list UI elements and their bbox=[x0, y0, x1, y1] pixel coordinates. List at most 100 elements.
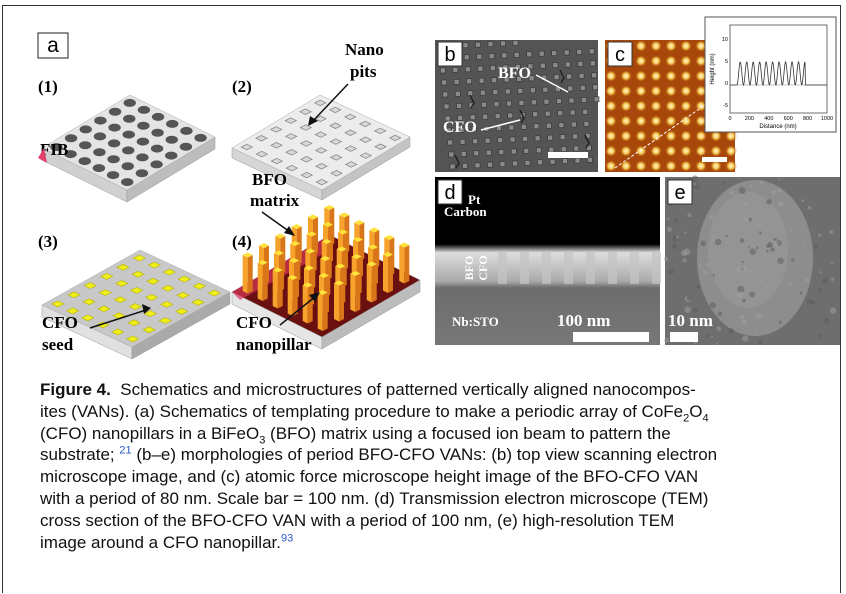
afm-dot bbox=[635, 130, 647, 142]
sem-square bbox=[543, 87, 548, 92]
sem-square bbox=[584, 121, 589, 126]
sem-square bbox=[500, 162, 505, 167]
noise bbox=[748, 246, 750, 248]
afm-dot bbox=[665, 130, 677, 142]
tem-column bbox=[564, 252, 573, 284]
sem-square bbox=[450, 164, 455, 169]
sem-square bbox=[536, 148, 541, 153]
noise bbox=[777, 188, 781, 192]
nanopillar-core bbox=[708, 192, 788, 308]
noise bbox=[830, 307, 837, 314]
sem-square bbox=[510, 137, 515, 142]
scale-bar bbox=[573, 332, 649, 342]
afm-dot bbox=[635, 115, 647, 127]
sem-square bbox=[518, 88, 523, 93]
sem-square bbox=[449, 152, 454, 157]
afm-dot bbox=[605, 115, 617, 127]
reference[interactable]: 21 bbox=[119, 445, 131, 457]
inset-x-tick: 400 bbox=[764, 116, 773, 122]
noise bbox=[687, 296, 692, 301]
noise bbox=[729, 191, 734, 196]
sem-square bbox=[548, 135, 553, 140]
hole bbox=[122, 162, 134, 170]
noise bbox=[756, 313, 762, 319]
sem-square bbox=[455, 91, 460, 96]
scale-bar bbox=[670, 332, 698, 342]
noise bbox=[743, 217, 749, 223]
sem-square bbox=[580, 85, 585, 90]
noise bbox=[822, 278, 828, 284]
sem-square bbox=[532, 100, 537, 105]
tem-column bbox=[630, 252, 639, 284]
afm-dot bbox=[635, 55, 647, 67]
noise bbox=[724, 281, 726, 283]
inset-y-tick: 0 bbox=[725, 81, 728, 87]
annotation: CFO bbox=[42, 313, 78, 332]
pillar-face bbox=[263, 263, 268, 302]
noise bbox=[716, 326, 721, 331]
sem-square bbox=[519, 100, 524, 105]
panel-label: c bbox=[615, 44, 625, 66]
sem-square bbox=[454, 79, 459, 84]
inset-y-label: Height (nm) bbox=[710, 53, 716, 84]
annotation: nanopillar bbox=[236, 335, 312, 354]
noise bbox=[772, 193, 774, 195]
noise bbox=[674, 218, 678, 222]
afm-dot bbox=[665, 145, 677, 157]
noise bbox=[710, 302, 716, 308]
hole bbox=[108, 139, 120, 147]
noise bbox=[701, 241, 706, 246]
reference[interactable]: 93 bbox=[281, 532, 293, 544]
afm-dot bbox=[650, 145, 662, 157]
caption-line: (CFO) nanopillars in a BiFeO3 (BFO) matr… bbox=[40, 423, 717, 445]
annotation: CFO bbox=[236, 313, 272, 332]
noise bbox=[801, 199, 804, 202]
caption-text: (b–e) morphologies of period BFO-CFO VAN… bbox=[132, 445, 718, 464]
annotation: BFO bbox=[498, 65, 531, 82]
sem-square bbox=[579, 73, 584, 78]
sem-square bbox=[473, 139, 478, 144]
hole bbox=[194, 134, 206, 142]
tem-column bbox=[586, 252, 595, 284]
afm-dot bbox=[680, 40, 692, 52]
hole bbox=[166, 136, 178, 144]
pillar-face bbox=[404, 245, 409, 284]
afm-dot bbox=[680, 145, 692, 157]
noise bbox=[703, 269, 708, 274]
pillar-face bbox=[334, 283, 339, 322]
annotation: pits bbox=[350, 62, 377, 81]
sem-square bbox=[544, 99, 549, 104]
noise bbox=[718, 311, 722, 315]
layer-label: Carbon bbox=[444, 204, 487, 219]
sem-square bbox=[483, 114, 488, 119]
hole bbox=[94, 117, 106, 125]
noise bbox=[741, 261, 743, 263]
sem-square bbox=[564, 50, 569, 55]
hole bbox=[165, 152, 177, 160]
noise bbox=[765, 285, 769, 289]
noise bbox=[742, 299, 746, 303]
afm-dot bbox=[605, 145, 617, 157]
noise bbox=[831, 277, 835, 281]
afm-dot bbox=[635, 85, 647, 97]
sem-square bbox=[540, 63, 545, 68]
noise bbox=[742, 319, 746, 323]
sem-square bbox=[588, 157, 593, 162]
afm-dot bbox=[650, 85, 662, 97]
step-label: (3) bbox=[38, 232, 58, 251]
tem-column bbox=[542, 252, 551, 284]
afm-dot bbox=[650, 100, 662, 112]
afm-dot bbox=[725, 145, 737, 157]
hole bbox=[180, 143, 192, 151]
hole bbox=[150, 160, 162, 168]
noise bbox=[734, 213, 738, 217]
sem-square bbox=[465, 67, 470, 72]
panel-label: e bbox=[674, 182, 685, 204]
afm-dot bbox=[605, 100, 617, 112]
step-label: (4) bbox=[232, 232, 252, 251]
afm-dot bbox=[665, 115, 677, 127]
afm-dot bbox=[650, 40, 662, 52]
afm-dot bbox=[620, 85, 632, 97]
sem-square bbox=[444, 104, 449, 109]
inset-y-tick: -5 bbox=[723, 103, 728, 109]
